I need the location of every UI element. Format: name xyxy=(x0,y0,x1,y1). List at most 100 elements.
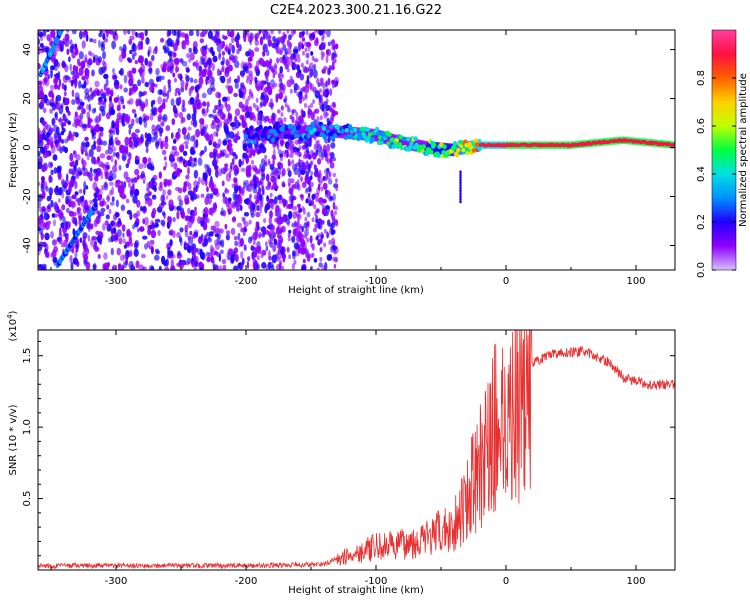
heatmap-cell xyxy=(268,255,272,261)
heatmap-cell xyxy=(53,49,57,57)
heatmap-cell xyxy=(184,242,190,248)
heatmap-cell xyxy=(141,76,145,84)
heatmap-cell xyxy=(413,136,418,142)
heatmap-cell xyxy=(180,80,185,88)
heatmap-cell xyxy=(145,81,150,88)
heatmap-cell xyxy=(243,212,250,217)
heatmap-cell xyxy=(304,234,308,240)
heatmap-cell xyxy=(273,155,277,161)
heatmap-cell xyxy=(108,181,114,186)
heatmap-cell xyxy=(296,184,300,190)
heatmap-cell xyxy=(278,82,282,88)
heatmap-cell xyxy=(176,210,180,220)
heatmap-cell xyxy=(180,32,186,38)
heatmap-cell xyxy=(172,216,176,223)
heatmap-cell xyxy=(323,30,327,35)
heatmap-cell xyxy=(38,30,42,34)
heatmap-cell xyxy=(63,84,67,92)
heatmap-cell xyxy=(167,246,171,256)
heatmap-cell xyxy=(273,175,279,181)
heatmap-cell xyxy=(90,91,95,100)
heatmap-cell xyxy=(112,32,119,41)
heatmap-cell xyxy=(66,48,70,55)
heatmap-cell xyxy=(189,230,193,236)
heatmap-cell xyxy=(394,137,399,143)
heatmap-cell xyxy=(280,82,284,88)
heatmap-cell xyxy=(151,54,155,62)
heatmap-cell xyxy=(264,100,267,106)
heatmap-cell xyxy=(134,51,137,57)
heatmap-cell xyxy=(229,115,233,122)
heatmap-cell xyxy=(133,213,139,219)
heatmap-cell xyxy=(266,85,270,91)
heatmap-cell xyxy=(176,232,181,238)
heatmap-cell xyxy=(202,172,208,182)
colorbar-tick-label: 0.6 xyxy=(696,118,707,134)
heatmap-cell xyxy=(38,151,41,157)
heatmap-cell xyxy=(272,35,276,43)
heatmap-cell xyxy=(259,163,262,172)
heatmap-cell xyxy=(209,46,214,54)
heatmap-cell xyxy=(330,142,336,149)
heatmap-cell xyxy=(270,137,276,143)
heatmap-cell xyxy=(114,159,117,167)
heatmap-cell xyxy=(193,157,197,162)
heatmap-cell xyxy=(267,261,272,270)
heatmap-cell xyxy=(112,221,118,228)
heatmap-cell xyxy=(311,194,316,201)
heatmap-cell xyxy=(157,96,163,105)
heatmap-cell xyxy=(264,241,268,247)
heatmap-cell xyxy=(257,149,262,154)
heatmap-cell xyxy=(58,239,63,245)
heatmap-cell xyxy=(195,84,200,94)
heatmap-cell xyxy=(314,30,318,33)
heatmap-cell xyxy=(97,214,102,220)
heatmap-cell xyxy=(192,210,198,217)
heatmap-cell xyxy=(232,251,236,257)
heatmap-cell xyxy=(260,253,264,259)
heatmap-cell xyxy=(253,258,257,264)
heatmap-cell xyxy=(194,206,197,212)
heatmap-cell xyxy=(278,246,282,251)
heatmap-cell xyxy=(288,161,292,167)
heatmap-cell xyxy=(301,241,307,247)
heatmap-cell xyxy=(191,157,195,163)
heatmap-cell xyxy=(174,58,180,66)
heatmap-cell xyxy=(233,78,238,84)
heatmap-cell xyxy=(251,203,256,211)
heatmap-cell xyxy=(282,215,287,221)
heatmap-cell xyxy=(72,257,79,265)
heatmap-cell xyxy=(46,220,52,225)
heatmap-cell xyxy=(306,237,310,243)
heatmap-cell xyxy=(201,69,207,78)
y-tick-label: 1.5 xyxy=(22,348,33,364)
heatmap-cell xyxy=(248,88,252,94)
heatmap-cell xyxy=(115,127,120,136)
heatmap-cell xyxy=(308,199,312,205)
heatmap-cell xyxy=(261,164,266,173)
heatmap-cell xyxy=(146,186,150,192)
heatmap-cell xyxy=(178,159,184,164)
heatmap-cell xyxy=(233,265,239,270)
heatmap-cell xyxy=(49,192,52,200)
heatmap-cell xyxy=(134,128,140,134)
heatmap-cell xyxy=(287,236,291,242)
heatmap-cell xyxy=(283,117,287,123)
heatmap-cell xyxy=(245,130,251,136)
heatmap-cell xyxy=(281,265,285,270)
spectrogram-x-label: Height of straight line (km) xyxy=(288,285,424,296)
heatmap-cell xyxy=(164,135,169,143)
heatmap-cell xyxy=(158,265,162,270)
heatmap-cell xyxy=(160,219,166,226)
heatmap-cell xyxy=(309,130,314,135)
heatmap-cell xyxy=(53,167,58,174)
heatmap-cell xyxy=(128,98,134,105)
snr-x-label: Height of straight line (km) xyxy=(288,585,424,596)
heatmap-cell xyxy=(86,154,90,161)
heatmap-cell xyxy=(208,113,214,118)
heatmap-cell xyxy=(66,221,70,230)
heatmap-cell xyxy=(246,32,250,38)
colorbar-tick-label: 0.4 xyxy=(696,166,707,182)
heatmap-cell xyxy=(170,132,174,140)
heatmap-cell xyxy=(225,44,229,53)
